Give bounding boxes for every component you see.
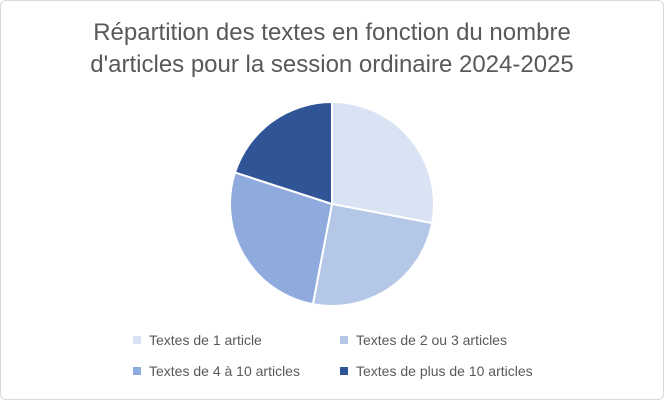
chart-title-line-2: d'articles pour la session ordinaire 202… xyxy=(90,51,574,78)
legend-swatch xyxy=(133,367,141,375)
legend-label: Textes de 1 article xyxy=(149,332,262,348)
legend-swatch xyxy=(340,367,348,375)
legend-item: Textes de plus de 10 articles xyxy=(340,363,533,379)
legend-item: Textes de 4 à 10 articles xyxy=(133,363,300,379)
legend-item: Textes de 1 article xyxy=(133,332,262,348)
legend-swatch xyxy=(340,336,348,344)
legend-label: Textes de plus de 10 articles xyxy=(356,363,533,379)
pie-slice xyxy=(233,101,333,205)
legend-item: Textes de 2 ou 3 articles xyxy=(340,332,507,348)
legend-label: Textes de 4 à 10 articles xyxy=(149,363,300,379)
pie-slice xyxy=(229,171,333,306)
pie-slice xyxy=(331,101,435,225)
legend-label: Textes de 2 ou 3 articles xyxy=(356,332,507,348)
pie-slice xyxy=(311,203,434,307)
legend-swatch xyxy=(133,336,141,344)
chart-title: Répartition des textes en fonction du no… xyxy=(1,17,663,81)
chart-title-line-1: Répartition des textes en fonction du no… xyxy=(93,19,571,46)
